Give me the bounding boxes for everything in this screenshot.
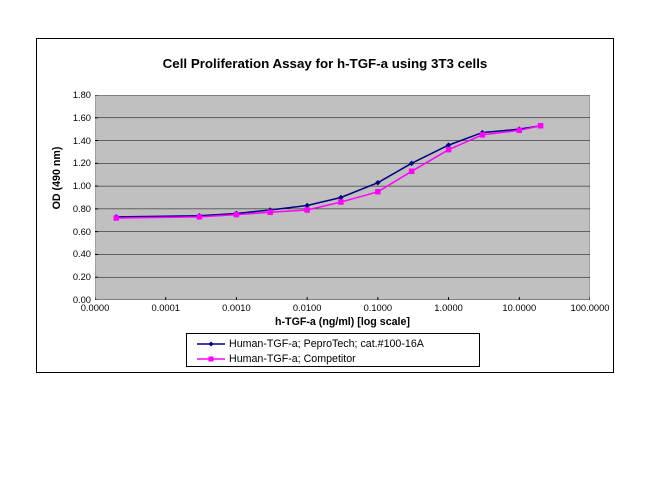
x-tick-label: 0.0000 xyxy=(81,303,110,313)
y-tick-label: 1.40 xyxy=(61,136,91,146)
y-tick-label: 0.60 xyxy=(61,227,91,237)
y-tick-label: 1.60 xyxy=(61,113,91,123)
series-marker-1 xyxy=(268,210,273,215)
y-axis-title: OD (490 nm) xyxy=(51,128,63,228)
legend-swatch-icon xyxy=(197,339,225,349)
y-tick-label: 0.40 xyxy=(61,249,91,259)
x-tick-label: 100.0000 xyxy=(571,303,610,313)
series-marker-1 xyxy=(446,147,451,152)
y-tick-label: 1.20 xyxy=(61,158,91,168)
series-marker-1 xyxy=(375,189,380,194)
y-tick-label: 1.80 xyxy=(61,90,91,100)
x-tick-label: 0.1000 xyxy=(364,303,393,313)
x-axis-title: h-TGF-a (ng/ml) [log scale] xyxy=(95,316,590,328)
series-marker-1 xyxy=(114,216,119,221)
chart-title: Cell Proliferation Assay for h-TGF-a usi… xyxy=(36,56,614,71)
chart-legend: Human-TGF-a; PeproTech; cat.#100-16A Huma… xyxy=(186,333,480,367)
series-marker-1 xyxy=(480,132,485,137)
series-marker-1 xyxy=(409,169,414,174)
x-tick-label: 0.0100 xyxy=(293,303,322,313)
x-tick-label: 0.0010 xyxy=(222,303,251,313)
legend-label: Human-TGF-a; PeproTech; cat.#100-16A xyxy=(229,338,424,350)
legend-item: Human-TGF-a; Competitor xyxy=(197,353,356,365)
y-tick-label: 0.20 xyxy=(61,272,91,282)
y-tick-label: 1.00 xyxy=(61,181,91,191)
series-marker-1 xyxy=(538,123,543,128)
series-marker-1 xyxy=(517,128,522,133)
legend-item: Human-TGF-a; PeproTech; cat.#100-16A xyxy=(197,338,424,350)
series-marker-1 xyxy=(338,200,343,205)
y-tick-label: 0.80 xyxy=(61,204,91,214)
chart-plot-area xyxy=(95,95,590,300)
x-tick-label: 1.0000 xyxy=(434,303,463,313)
legend-label: Human-TGF-a; Competitor xyxy=(229,353,356,365)
x-tick-label: 0.0001 xyxy=(151,303,180,313)
series-marker-1 xyxy=(234,212,239,217)
legend-swatch-icon xyxy=(197,354,225,364)
series-marker-1 xyxy=(305,208,310,213)
x-tick-label: 10.0000 xyxy=(502,303,536,313)
series-marker-1 xyxy=(197,214,202,219)
